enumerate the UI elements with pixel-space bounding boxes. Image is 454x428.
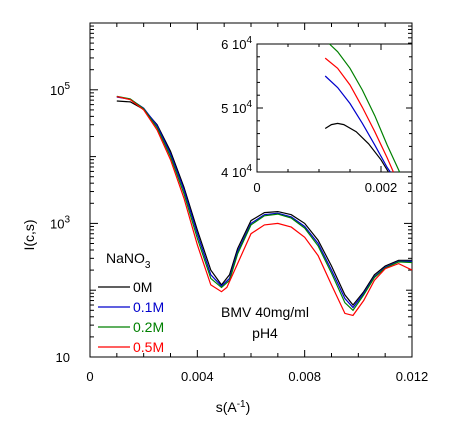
inset-y-tick-label-exponent: 4: [246, 35, 252, 46]
x-tick-label-base: 0.008: [288, 369, 321, 384]
y-tick-label: 10: [56, 350, 70, 365]
x-axis-label-base: s(A: [216, 399, 238, 415]
inset-y-tick-label: 4 104: [221, 163, 252, 180]
series-line-0_2M: [116, 95, 413, 312]
y-axis-label: I(c,s): [21, 219, 37, 250]
inset-y-tick-label-base: 5 10: [221, 101, 246, 116]
legend-entry-label: 0.1M: [133, 299, 164, 315]
y-tick-label-base: 10: [50, 216, 64, 231]
x-tick-label-base: 0.012: [396, 369, 429, 384]
y-tick-label: 103: [50, 214, 70, 231]
x-tick-label: 0.012: [396, 369, 429, 384]
x-axis-label-sup: -1: [237, 399, 246, 410]
legend-title: NaNO3: [106, 250, 151, 271]
inset-x-tick-label: 0.002: [365, 180, 398, 195]
legend-entry-label: 0M: [133, 279, 152, 295]
legend-entry-label: 0.5M: [133, 339, 164, 355]
y-tick-label: 105: [50, 81, 70, 98]
legend-title-subscript: 3: [145, 260, 151, 271]
x-tick-label: 0.004: [181, 369, 214, 384]
x-axis-label: s(A-1): [216, 399, 251, 415]
x-tick-label-base: 0: [86, 369, 93, 384]
inset-y-tick-label-exponent: 4: [246, 99, 252, 110]
inset-series-line-0_2M: [329, 43, 401, 173]
inset-x-tick-label: 0: [253, 180, 260, 195]
y-tick-label-exponent: 3: [64, 214, 70, 225]
annotation-sample: BMV 40mg/ml: [221, 304, 309, 320]
y-tick-label-exponent: 5: [64, 81, 70, 92]
series-line-0M: [116, 100, 412, 306]
x-tick-label: 0.008: [288, 369, 321, 384]
inset-series-line-0_5M: [324, 57, 394, 173]
inset-plot-frame: [256, 43, 413, 173]
inset-x-tick-label-base: 0: [253, 180, 260, 195]
x-tick-label: 0: [86, 369, 93, 384]
series-line-0_5M: [116, 96, 413, 317]
legend-entry-label: 0.2M: [133, 319, 164, 335]
x-axis-label-end: ): [246, 399, 251, 415]
inset-y-tick-label-exponent: 4: [246, 163, 252, 174]
inset-x-tick-label-base: 0.002: [365, 180, 398, 195]
inset-y-tick-label: 6 104: [221, 35, 252, 52]
y-tick-label-base: 10: [50, 83, 64, 98]
inset-series-line-0_1M: [324, 75, 391, 173]
y-tick-label-base: 10: [56, 350, 70, 365]
inset-series-line-0M: [324, 122, 389, 173]
legend-title-base: NaNO: [106, 250, 145, 266]
series-line-0_1M: [116, 96, 412, 309]
inset-y-tick-label-base: 4 10: [221, 165, 246, 180]
legend: NaNO3 0M 0.1M 0.2M 0.5M: [98, 250, 164, 355]
x-tick-label-base: 0.004: [181, 369, 214, 384]
annotation-ph: pH4: [252, 325, 278, 341]
inset-y-tick-label: 5 104: [221, 99, 252, 116]
inset-y-tick-label-base: 6 10: [221, 37, 246, 52]
